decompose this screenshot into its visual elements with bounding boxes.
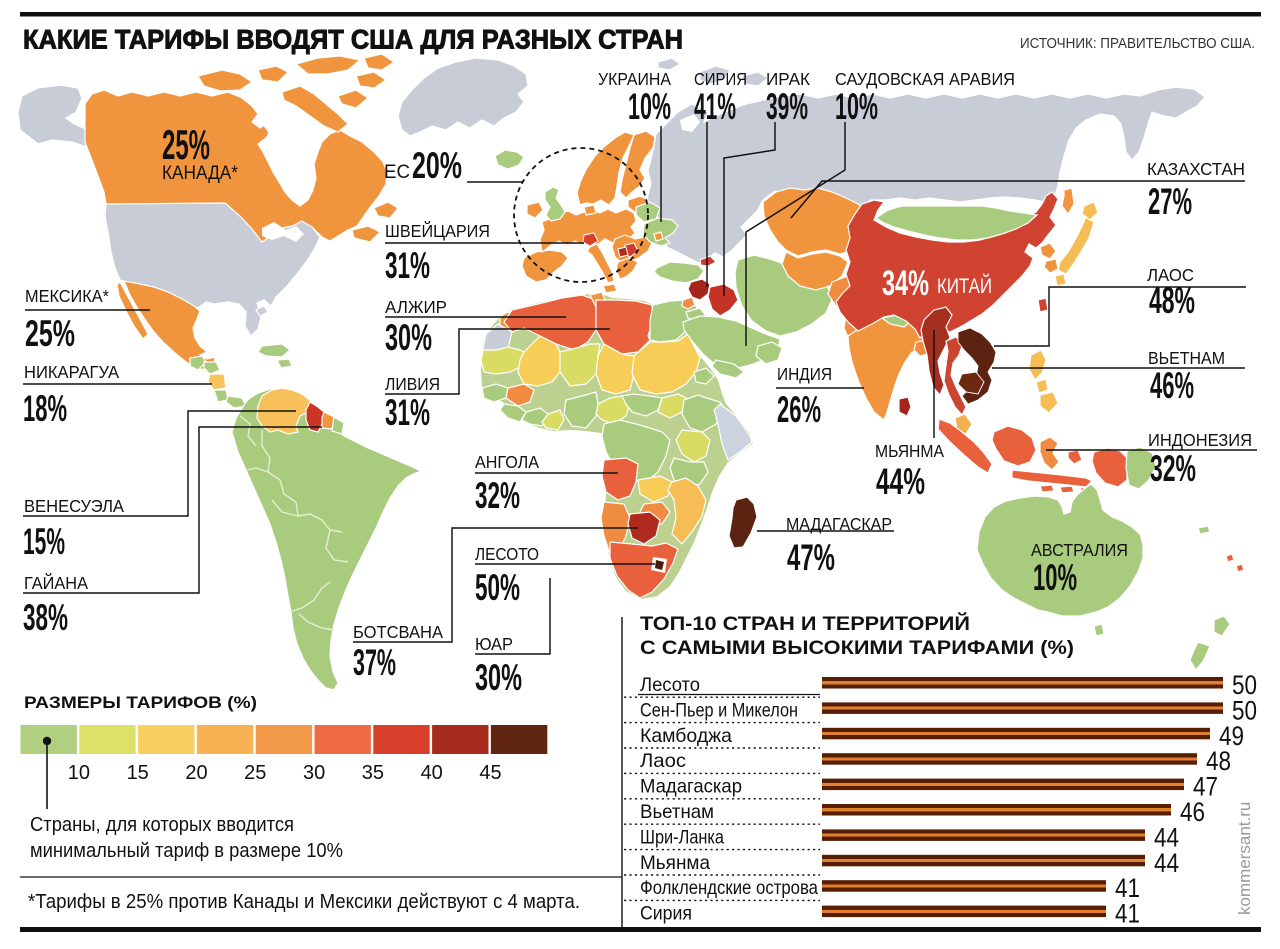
svg-text:35: 35	[362, 762, 384, 784]
svg-text:31%: 31%	[385, 392, 430, 433]
svg-text:КАЗАХСТАН: КАЗАХСТАН	[1147, 159, 1245, 179]
svg-text:МЕКСИКА*: МЕКСИКА*	[25, 286, 109, 306]
svg-text:10: 10	[68, 762, 90, 784]
svg-text:Сен-Пьер и Микелон: Сен-Пьер и Микелон	[640, 699, 798, 721]
svg-text:ВЬЕТНАМ: ВЬЕТНАМ	[1148, 348, 1225, 368]
svg-text:25%: 25%	[162, 121, 210, 168]
svg-text:18%: 18%	[23, 388, 67, 429]
svg-text:АЛЖИР: АЛЖИР	[385, 297, 447, 317]
svg-text:ТОП-10 СТРАН И ТЕРРИТОРИЙ: ТОП-10 СТРАН И ТЕРРИТОРИЙ	[640, 611, 970, 635]
svg-text:НИКАРАГУА: НИКАРАГУА	[24, 362, 119, 382]
svg-text:39%: 39%	[766, 86, 808, 127]
svg-text:25%: 25%	[25, 313, 75, 354]
svg-text:ИНДИЯ: ИНДИЯ	[777, 364, 832, 384]
svg-text:АНГОЛА: АНГОЛА	[475, 452, 539, 472]
svg-text:37%: 37%	[353, 642, 396, 683]
svg-text:Страны, для которых вводится: Страны, для которых вводится	[30, 814, 294, 836]
svg-text:10%: 10%	[835, 86, 878, 127]
svg-text:Вьетнам: Вьетнам	[640, 801, 714, 823]
svg-text:25: 25	[244, 762, 266, 784]
svg-text:С САМЫМИ ВЫСОКИМИ ТАРИФАМИ (%): С САМЫМИ ВЫСОКИМИ ТАРИФАМИ (%)	[640, 637, 1074, 659]
svg-text:Камбоджа: Камбоджа	[640, 725, 732, 747]
svg-text:СИРИЯ: СИРИЯ	[694, 69, 747, 89]
svg-text:минимальный тариф в размере 10: минимальный тариф в размере 10%	[30, 840, 343, 862]
svg-text:46: 46	[1180, 797, 1205, 827]
svg-text:Шри-Ланка: Шри-Ланка	[640, 826, 724, 848]
svg-text:10%: 10%	[628, 86, 671, 127]
svg-text:ИРАК: ИРАК	[766, 69, 811, 89]
svg-text:Лаос: Лаос	[640, 750, 686, 772]
svg-text:34%: 34%	[882, 264, 929, 303]
svg-text:ЛИВИЯ: ЛИВИЯ	[385, 374, 440, 394]
svg-text:ИНДОНЕЗИЯ: ИНДОНЕЗИЯ	[1148, 430, 1252, 450]
svg-text:20: 20	[185, 762, 207, 784]
svg-text:ЛЕСОТО: ЛЕСОТО	[475, 544, 539, 564]
svg-text:44%: 44%	[876, 461, 925, 502]
svg-text:49: 49	[1219, 721, 1244, 751]
svg-text:50: 50	[1232, 695, 1257, 725]
svg-text:ЕС: ЕС	[384, 162, 410, 183]
svg-text:10%: 10%	[1033, 557, 1077, 598]
svg-text:ВЕНЕСУЭЛА: ВЕНЕСУЭЛА	[24, 496, 124, 516]
svg-text:Мьянма: Мьянма	[640, 852, 710, 874]
svg-text:31%: 31%	[385, 245, 430, 286]
svg-text:45: 45	[479, 762, 501, 784]
svg-text:ЛАОС: ЛАОС	[1147, 265, 1194, 285]
svg-text:50: 50	[1232, 670, 1257, 700]
svg-text:26%: 26%	[777, 389, 821, 430]
svg-text:*Тарифы в 25% против Канады и: *Тарифы в 25% против Канады и Мексики де…	[28, 891, 580, 913]
svg-text:48: 48	[1206, 746, 1231, 776]
svg-text:41: 41	[1115, 873, 1140, 903]
svg-text:41: 41	[1115, 899, 1140, 929]
svg-text:САУДОВСКАЯ АРАВИЯ: САУДОВСКАЯ АРАВИЯ	[835, 69, 1015, 89]
svg-text:38%: 38%	[23, 597, 68, 638]
svg-text:32%: 32%	[1150, 448, 1196, 489]
svg-text:15%: 15%	[23, 521, 65, 562]
svg-text:Лесото: Лесото	[640, 674, 700, 696]
svg-text:44: 44	[1154, 848, 1179, 878]
svg-text:МАДАГАСКАР: МАДАГАСКАР	[786, 514, 892, 534]
svg-text:50%: 50%	[475, 567, 520, 608]
svg-text:48%: 48%	[1149, 280, 1195, 321]
svg-text:ШВЕЙЦАРИЯ: ШВЕЙЦАРИЯ	[385, 220, 490, 241]
svg-text:КАКИЕ ТАРИФЫ ВВОДЯТ США ДЛЯ РА: КАКИЕ ТАРИФЫ ВВОДЯТ США ДЛЯ РАЗНЫХ СТРАН	[23, 25, 683, 55]
svg-text:Фолклендские острова: Фолклендские острова	[640, 877, 818, 899]
svg-text:КАНАДА*: КАНАДА*	[162, 163, 239, 184]
svg-text:15: 15	[127, 762, 149, 784]
svg-text:РАЗМЕРЫ ТАРИФОВ (%): РАЗМЕРЫ ТАРИФОВ (%)	[24, 693, 257, 712]
svg-text:ИСТОЧНИК: ПРАВИТЕЛЬСТВО США.: ИСТОЧНИК: ПРАВИТЕЛЬСТВО США.	[1020, 36, 1255, 52]
svg-text:44: 44	[1154, 822, 1179, 852]
svg-text:Мадагаскар: Мадагаскар	[640, 776, 742, 798]
svg-text:41%: 41%	[694, 86, 736, 127]
svg-text:46%: 46%	[1150, 365, 1194, 406]
svg-text:40: 40	[421, 762, 443, 784]
svg-text:47%: 47%	[787, 537, 835, 578]
svg-text:30%: 30%	[475, 657, 522, 698]
svg-text:УКРАИНА: УКРАИНА	[598, 69, 671, 89]
svg-text:30: 30	[303, 762, 325, 784]
svg-text:20%: 20%	[412, 145, 462, 186]
svg-text:БОТСВАНА: БОТСВАНА	[353, 622, 443, 642]
svg-text:47: 47	[1193, 772, 1218, 802]
svg-text:32%: 32%	[475, 475, 520, 516]
svg-text:МЬЯНМА: МЬЯНМА	[875, 441, 944, 461]
svg-text:АВСТРАЛИЯ: АВСТРАЛИЯ	[1031, 540, 1128, 560]
svg-text:КИТАЙ: КИТАЙ	[937, 274, 992, 298]
svg-text:30%: 30%	[385, 317, 432, 358]
svg-text:ЮАР: ЮАР	[475, 634, 513, 654]
svg-text:27%: 27%	[1148, 181, 1192, 222]
svg-text:Сирия: Сирия	[640, 903, 692, 925]
svg-text:kommersant.ru: kommersant.ru	[1235, 802, 1254, 915]
svg-text:ГАЙАНА: ГАЙАНА	[24, 572, 88, 593]
